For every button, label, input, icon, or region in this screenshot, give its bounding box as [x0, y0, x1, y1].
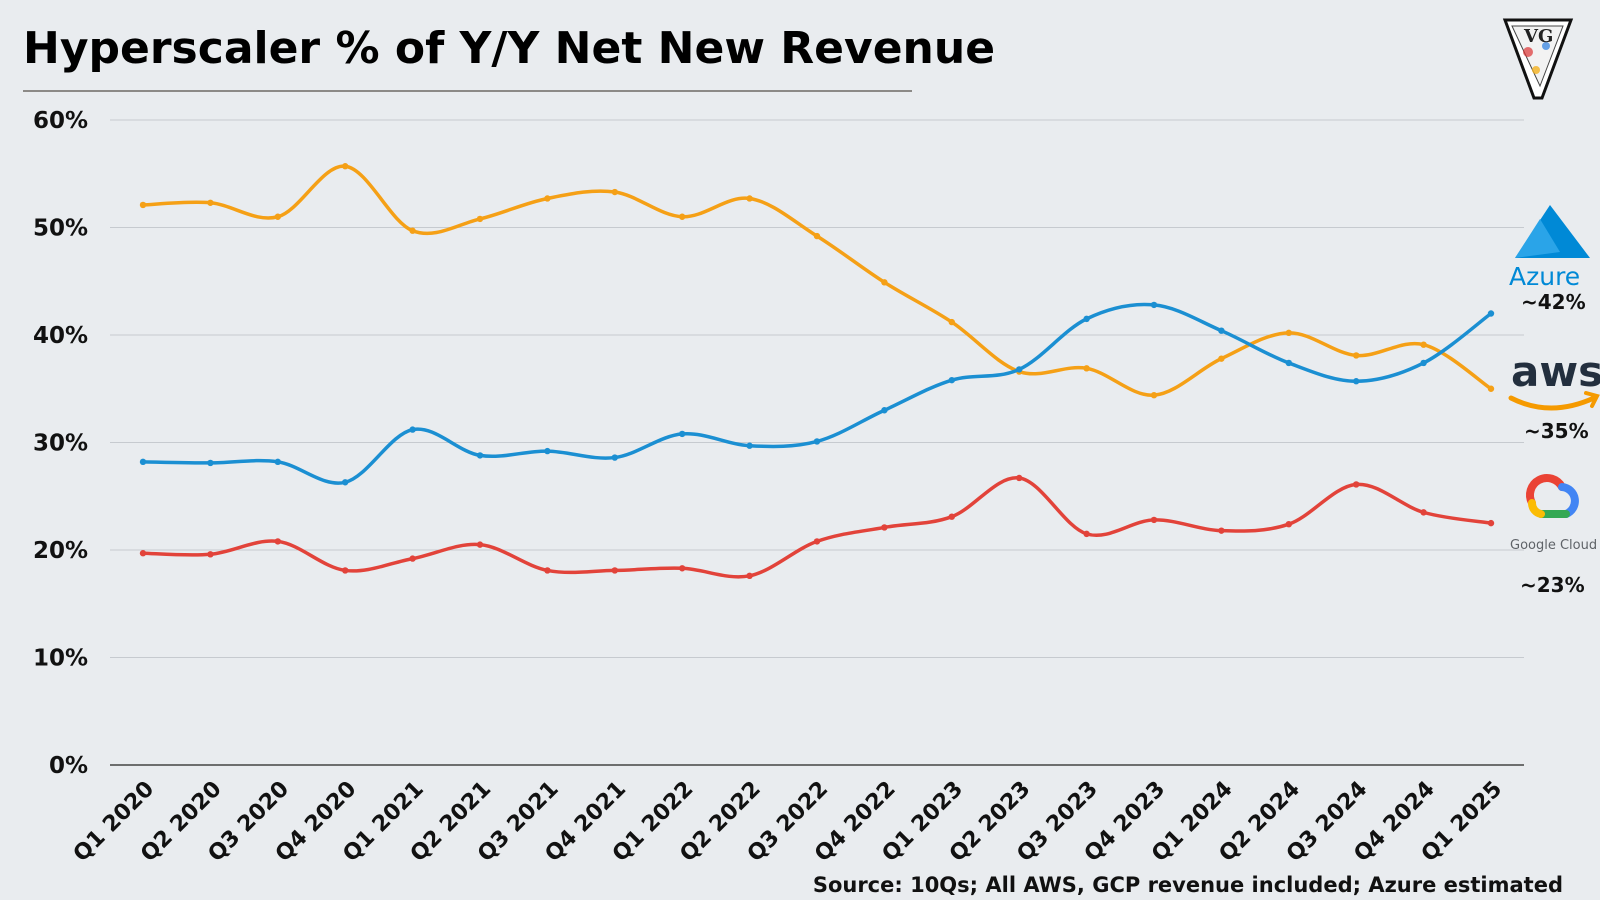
google-cloud-logo-text: Google Cloud	[1510, 538, 1597, 553]
azure-data-point	[342, 479, 349, 486]
google-cloud-logo-icon: Google Cloud	[1510, 474, 1597, 553]
google-data-point	[207, 551, 214, 558]
aws-data-point	[1353, 352, 1360, 359]
google-data-point	[1487, 519, 1495, 527]
azure-data-point	[476, 452, 484, 459]
azure-data-point	[409, 426, 416, 433]
azure-data-point	[679, 430, 686, 438]
google-data-point	[611, 567, 618, 574]
google-data-point	[342, 567, 349, 574]
aws-data-point	[1218, 355, 1225, 362]
azure-logo-icon: Azure	[1509, 205, 1590, 291]
azure-data-point	[1285, 359, 1293, 367]
aws-data-point	[476, 215, 484, 223]
google-data-point	[139, 550, 147, 557]
google-data-point	[948, 513, 955, 520]
azure-data-point	[881, 407, 888, 414]
azure-data-point	[544, 447, 551, 455]
azure-data-point	[1218, 327, 1225, 334]
google-data-point	[1083, 530, 1090, 538]
azure-data-point	[1083, 315, 1090, 323]
vg-monogram-icon: VG	[1502, 18, 1574, 100]
google-data-point	[679, 565, 686, 572]
y-tick-label: 10%	[33, 646, 88, 672]
google-series-line	[141, 476, 1493, 579]
google-data-point	[1150, 516, 1158, 524]
google-data-point	[1285, 521, 1293, 528]
google-data-point	[409, 555, 416, 562]
azure-data-point	[948, 376, 955, 384]
google-data-point	[1016, 474, 1023, 482]
aws-data-point	[746, 195, 753, 202]
y-tick-label: 60%	[33, 108, 88, 134]
y-axis: 0% 10% 20% 30% 40% 50% 60%	[33, 108, 88, 779]
aws-end-label: ~35%	[1524, 419, 1589, 443]
y-tick-label: 30%	[33, 431, 88, 457]
azure-data-point	[746, 442, 753, 449]
source-note: Source: 10Qs; All AWS, GCP revenue inclu…	[813, 873, 1563, 897]
legend: Azure ~42% aws ~35% Google Cloud ~23%	[1508, 205, 1600, 597]
aws-data-point	[1420, 341, 1427, 348]
chart-title: Hyperscaler % of Y/Y Net New Revenue	[23, 23, 995, 74]
aws-data-point	[1150, 392, 1158, 399]
y-tick-label: 20%	[33, 538, 88, 564]
y-tick-label: 40%	[33, 323, 88, 349]
azure-logo-text: Azure	[1509, 262, 1580, 291]
aws-data-point	[1083, 365, 1090, 372]
google-data-point	[1218, 527, 1225, 534]
google-data-point	[544, 567, 551, 574]
aws-data-point	[409, 227, 416, 234]
azure-data-point	[1487, 310, 1495, 317]
aws-data-point	[274, 213, 281, 220]
google-data-point	[746, 572, 753, 579]
google-data-point	[476, 541, 484, 548]
azure-data-point	[207, 459, 214, 467]
aws-data-point	[881, 279, 888, 286]
aws-data-point	[1285, 329, 1293, 337]
google-data-point	[274, 538, 281, 545]
google-data-point	[881, 524, 888, 531]
azure-data-point	[274, 458, 281, 466]
aws-logo-icon: aws	[1508, 347, 1600, 411]
azure-data-point	[611, 454, 618, 461]
aws-data-point	[139, 201, 147, 209]
y-tick-label: 0%	[49, 753, 88, 779]
vg-monogram-letters: VG	[1523, 26, 1553, 47]
google-data-point	[813, 538, 821, 545]
google-data-point	[1353, 481, 1360, 488]
google-end-label: ~23%	[1520, 573, 1585, 597]
azure-data-point	[813, 438, 821, 445]
azure-end-label: ~42%	[1521, 290, 1586, 314]
y-tick-label: 50%	[33, 216, 88, 242]
aws-data-point	[679, 213, 686, 220]
azure-data-point	[1353, 378, 1360, 385]
azure-data-point	[1150, 301, 1158, 309]
aws-logo-text: aws	[1511, 347, 1600, 396]
aws-data-point	[611, 188, 618, 196]
google-data-point	[1420, 509, 1427, 516]
aws-data-point	[1487, 385, 1495, 392]
aws-data-point	[342, 163, 349, 170]
aws-data-point	[813, 232, 821, 240]
aws-data-point	[948, 318, 955, 326]
aws-data-point	[544, 195, 551, 202]
azure-data-point	[1016, 366, 1023, 373]
azure-data-point	[1420, 359, 1427, 367]
aws-data-point	[207, 199, 214, 206]
azure-data-point	[139, 458, 147, 466]
series	[139, 163, 1495, 579]
